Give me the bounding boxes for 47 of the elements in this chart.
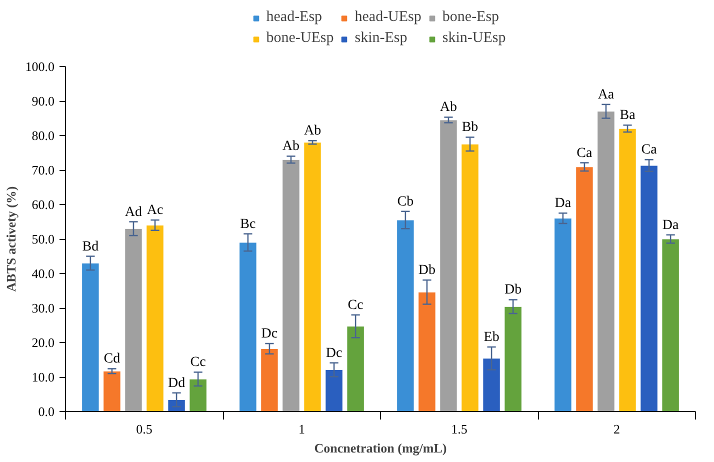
- x-tick-label: 1.5: [451, 422, 468, 436]
- x-tick-label: 1: [298, 422, 305, 436]
- data-label: Da: [554, 196, 572, 212]
- legend-label: head-UEsp: [354, 9, 422, 26]
- y-tick-label: 30.0: [32, 300, 54, 316]
- y-tick-label: 40.0: [32, 266, 54, 281]
- y-axis-title: ABTS activety (%): [3, 186, 18, 292]
- y-tick-label: 100.0: [25, 59, 54, 74]
- data-label: Dc: [326, 346, 342, 361]
- legend-label: bone-Esp: [442, 9, 500, 26]
- y-tick-label: 70.0: [32, 162, 54, 178]
- data-label: Dd: [168, 376, 186, 391]
- legend-label: skin-UEsp: [442, 30, 506, 47]
- y-tick-label: 0.0: [38, 404, 54, 419]
- legend-label: bone-UEsp: [266, 30, 334, 47]
- legend-label: skin-Esp: [354, 30, 408, 47]
- y-tick-label: 50.0: [32, 232, 54, 246]
- data-label: Db: [504, 282, 522, 298]
- data-label: Bb: [462, 120, 478, 136]
- y-tick-label: 10.0: [32, 370, 54, 384]
- data-label: Eb: [484, 330, 500, 345]
- data-label: Ca: [576, 146, 594, 161]
- data-label: Ba: [620, 108, 636, 124]
- data-label: Ca: [641, 142, 658, 158]
- legend-label: head-Esp: [266, 9, 322, 26]
- data-label: Aa: [598, 87, 615, 102]
- data-label: Ab: [304, 124, 322, 139]
- y-tick-label: 90.0: [32, 94, 54, 108]
- data-label: Ac: [146, 203, 164, 218]
- data-label: Bc: [240, 216, 256, 232]
- x-tick-label: 0.5: [136, 422, 152, 436]
- data-label: Cd: [104, 352, 120, 367]
- data-label: Ab: [440, 100, 458, 116]
- data-label: Dc: [261, 326, 278, 342]
- data-label: Bd: [82, 239, 99, 254]
- y-tick-label: 80.0: [32, 128, 54, 143]
- data-label: Ad: [124, 204, 142, 220]
- y-tick-label: 60.0: [32, 197, 54, 212]
- data-label: Cc: [348, 298, 364, 313]
- x-axis-title: Concnetration (mg/mL): [314, 440, 447, 456]
- data-label: Cc: [190, 355, 206, 370]
- data-label: Da: [662, 218, 680, 233]
- data-label: Ab: [282, 139, 300, 154]
- data-label: Cb: [397, 194, 414, 210]
- x-tick-label: 2: [614, 422, 620, 436]
- y-tick-label: 20.0: [32, 335, 54, 350]
- data-label: Db: [418, 263, 436, 278]
